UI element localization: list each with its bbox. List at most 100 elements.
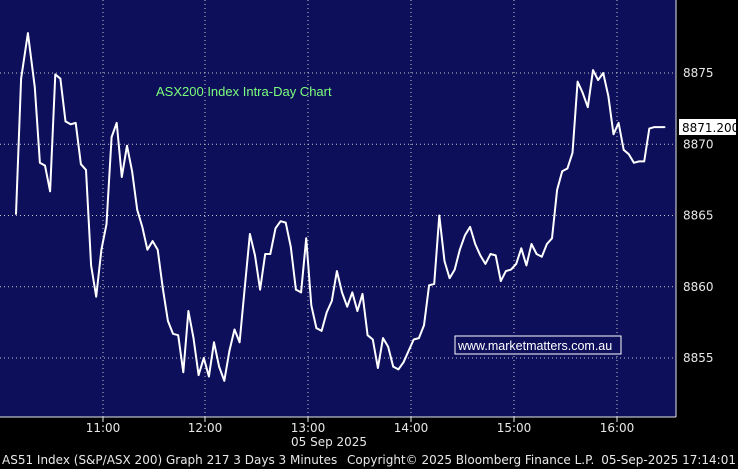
last-value-text: 8871.200 (682, 121, 738, 135)
data-point (382, 337, 384, 339)
data-point (208, 375, 210, 378)
data-point (428, 284, 430, 287)
data-point (80, 163, 82, 165)
data-point (27, 32, 29, 34)
data-point (105, 223, 108, 225)
data-point (34, 86, 36, 89)
data-point (269, 253, 272, 255)
data-point (74, 122, 77, 124)
data-point (607, 95, 610, 97)
chart-title: ASX200 Index Intra-Day Chart (156, 84, 332, 99)
data-point (264, 253, 267, 255)
data-point (54, 73, 57, 76)
y-tick-label: 8860 (683, 280, 714, 294)
data-point (85, 169, 87, 171)
data-point (535, 253, 538, 255)
data-point (197, 374, 200, 376)
data-point (218, 365, 220, 368)
data-point (453, 268, 456, 271)
y-tick-label: 8855 (683, 351, 714, 365)
data-point (658, 126, 661, 128)
x-tick-label: 15:00 (497, 421, 532, 435)
data-point (377, 367, 379, 369)
data-point (238, 341, 241, 344)
data-point (223, 380, 226, 382)
data-point (64, 120, 67, 123)
data-point (576, 80, 579, 83)
data-point (300, 291, 302, 294)
data-point (187, 310, 190, 312)
data-point (505, 270, 507, 272)
data-point (479, 254, 482, 257)
data-point (136, 209, 138, 211)
data-point (95, 295, 97, 298)
data-point (336, 270, 338, 272)
data-point (305, 237, 308, 240)
data-point (464, 234, 466, 237)
data-point (156, 248, 159, 251)
data-point (121, 176, 123, 178)
data-point (494, 254, 497, 257)
data-point (372, 338, 374, 341)
data-point (131, 170, 133, 173)
data-point (510, 268, 512, 271)
data-point (530, 243, 533, 245)
grid-lines (0, 0, 676, 417)
data-point (39, 162, 41, 164)
data-point (351, 291, 354, 294)
data-point (443, 260, 446, 262)
data-point (320, 330, 323, 332)
data-point (167, 320, 169, 322)
data-point (172, 333, 174, 335)
data-point (663, 126, 666, 128)
data-point (469, 226, 471, 228)
data-point (423, 324, 425, 327)
data-point (581, 92, 584, 94)
data-point (617, 122, 620, 124)
data-point (561, 170, 563, 173)
data-point (341, 291, 343, 294)
data-point (331, 300, 333, 302)
x-tick-label: 13:00 (291, 421, 326, 435)
data-point (366, 334, 369, 337)
data-point (622, 149, 625, 151)
data-point (556, 189, 558, 191)
data-point (643, 160, 645, 163)
data-point (49, 190, 51, 193)
footer-timestamp: 05-Sep-2025 17:14:01 (601, 453, 736, 467)
data-point (90, 264, 92, 267)
data-points (15, 32, 666, 382)
x-tick-label: 11:00 (86, 421, 121, 435)
data-point (602, 72, 604, 74)
data-point (597, 79, 599, 81)
y-tick-label: 8875 (683, 66, 714, 80)
data-point (15, 213, 17, 215)
data-point (243, 287, 246, 290)
data-point (310, 304, 313, 307)
data-point (484, 263, 487, 265)
data-point (228, 350, 231, 352)
data-point (151, 240, 154, 242)
y-tick-label: 8870 (683, 137, 714, 151)
data-point (653, 126, 656, 128)
footer-bar: AS51 Index (S&P/ASX 200) Graph 217 3 Day… (0, 451, 738, 469)
data-point (315, 327, 318, 329)
data-point (126, 144, 128, 147)
watermark-box: www.marketmatters.com.au (454, 335, 622, 355)
data-point (346, 305, 349, 308)
data-point (546, 243, 548, 245)
data-point (361, 293, 364, 295)
data-point (274, 227, 277, 230)
data-point (182, 371, 185, 374)
data-point (100, 248, 103, 251)
data-point (213, 341, 215, 344)
data-point (115, 122, 118, 124)
data-point (638, 160, 640, 163)
data-point (520, 247, 523, 250)
data-point (418, 337, 420, 339)
data-point (402, 361, 405, 364)
data-point (295, 288, 297, 291)
data-point (392, 365, 395, 368)
data-point (633, 162, 635, 164)
footer-copyright: Copyright© 2025 Bloomberg Finance L.P. (347, 453, 595, 467)
